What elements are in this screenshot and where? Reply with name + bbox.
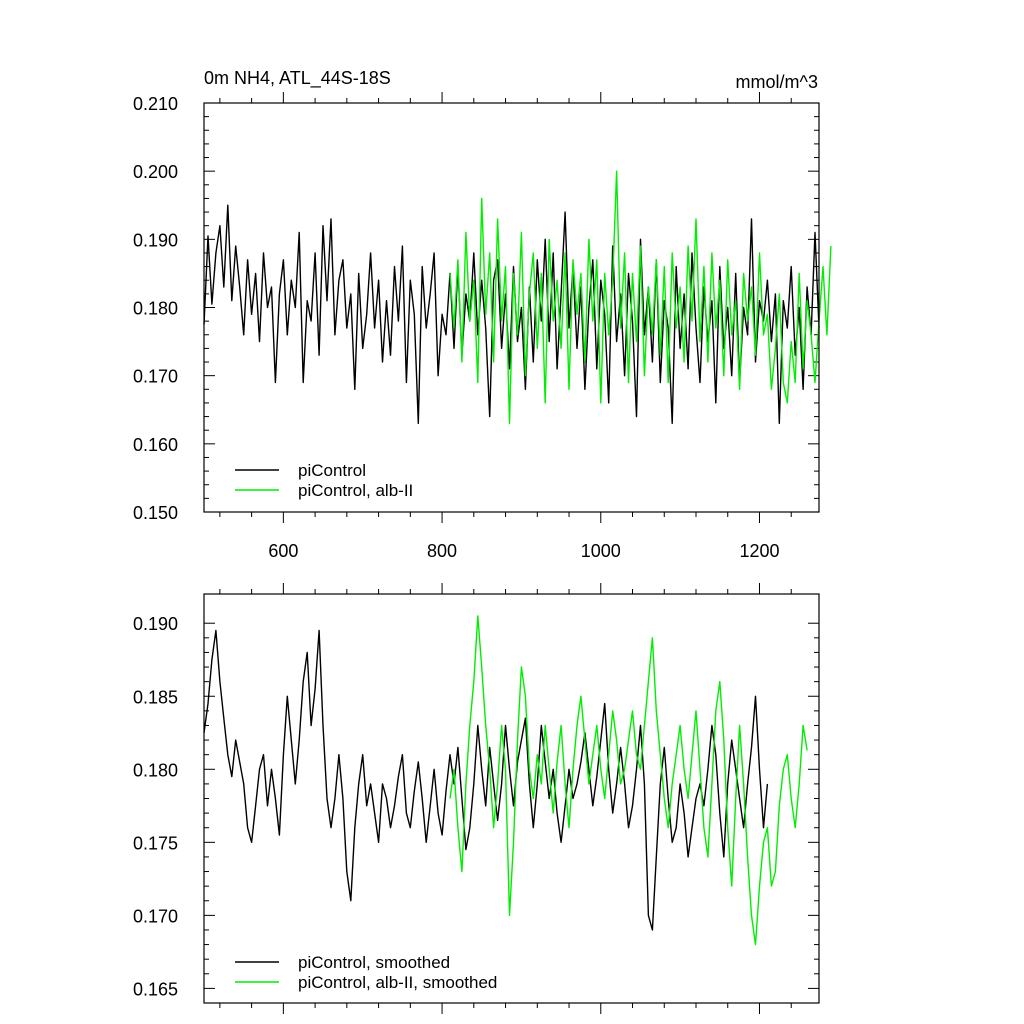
x-tick-label: 600 xyxy=(268,541,298,561)
y-tick-label: 0.185 xyxy=(133,687,178,707)
y-tick-label: 0.210 xyxy=(133,94,178,114)
x-tick-label: 1000 xyxy=(581,541,621,561)
panel-raw-legend: piControl piControl, alb-II xyxy=(235,461,413,500)
legend-label-picontrol-alb: piControl, alb-II xyxy=(298,481,413,500)
panel-raw: 0m NH4, ATL_44S-18S mmol/m^3 0.1500.1600… xyxy=(133,68,832,561)
series-line-raw-0 xyxy=(203,204,820,425)
legend-label-picontrol-alb-smoothed: piControl, alb-II, smoothed xyxy=(298,973,497,992)
series-line-smoothed-1 xyxy=(449,615,808,946)
y-tick-label: 0.170 xyxy=(133,906,178,926)
x-tick-label: 1200 xyxy=(739,541,779,561)
series-line-smoothed-0 xyxy=(203,629,769,931)
legend-label-picontrol-smoothed: piControl, smoothed xyxy=(298,953,450,972)
panel-raw-units: mmol/m^3 xyxy=(736,72,818,92)
y-tick-label: 0.180 xyxy=(133,299,178,319)
panel-smoothed-legend: piControl, smoothed piControl, alb-II, s… xyxy=(235,953,497,992)
y-tick-label: 0.165 xyxy=(133,979,178,999)
y-tick-label: 0.190 xyxy=(133,614,178,634)
y-tick-label: 0.175 xyxy=(133,833,178,853)
panel-smoothed: 0.165 0.170 0.175 0.180 0.185 0.190 piControl… xyxy=(133,583,820,1014)
panel-raw-axes: 0.150 0.160 0.170 0.180 0.190 0.200 0.210 600 80… xyxy=(133,92,819,561)
y-tick-label: 0.190 xyxy=(133,230,178,250)
panel-raw-frame xyxy=(203,102,820,513)
panel-raw-series xyxy=(203,170,832,425)
legend-label-picontrol: piControl xyxy=(298,461,366,480)
y-tick-label: 0.150 xyxy=(133,503,178,523)
panel-raw-title: 0m NH4, ATL_44S-18S xyxy=(204,68,391,89)
y-tick-label: 0.170 xyxy=(133,367,178,387)
y-tick-label: 0.160 xyxy=(133,435,178,455)
panel-smoothed-axes: 0.165 0.170 0.175 0.180 0.185 0.190 xyxy=(133,583,819,1014)
y-tick-label: 0.200 xyxy=(133,162,178,182)
panel-smoothed-frame xyxy=(203,593,820,1004)
panel-smoothed-series xyxy=(203,615,808,946)
y-tick-label: 0.180 xyxy=(133,760,178,780)
x-tick-label: 800 xyxy=(427,541,457,561)
series-line-raw-1 xyxy=(449,170,832,425)
